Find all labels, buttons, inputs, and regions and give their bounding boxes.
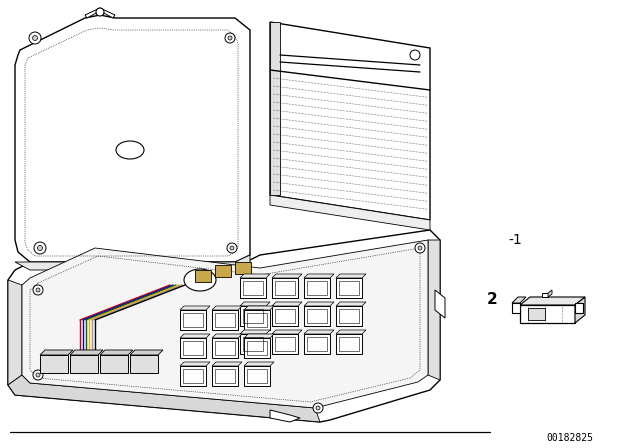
Polygon shape [85, 8, 115, 18]
Polygon shape [180, 310, 206, 330]
Polygon shape [240, 334, 266, 354]
Circle shape [313, 403, 323, 413]
Polygon shape [244, 366, 270, 386]
Polygon shape [575, 297, 585, 323]
Circle shape [418, 246, 422, 250]
Polygon shape [212, 338, 238, 358]
Polygon shape [15, 15, 250, 262]
Circle shape [33, 285, 43, 295]
Polygon shape [304, 334, 330, 354]
Polygon shape [336, 306, 362, 326]
Polygon shape [244, 306, 274, 310]
Polygon shape [8, 280, 22, 385]
Polygon shape [240, 306, 266, 326]
Polygon shape [212, 366, 238, 386]
Polygon shape [336, 330, 366, 334]
Circle shape [96, 8, 104, 16]
Polygon shape [428, 240, 440, 380]
Polygon shape [235, 262, 251, 274]
Polygon shape [336, 302, 366, 306]
Polygon shape [435, 290, 445, 318]
Polygon shape [336, 334, 362, 354]
Polygon shape [180, 338, 206, 358]
Circle shape [36, 373, 40, 377]
Circle shape [410, 50, 420, 60]
Polygon shape [70, 350, 103, 355]
Polygon shape [212, 310, 238, 330]
Circle shape [29, 32, 41, 44]
Polygon shape [130, 355, 158, 373]
Polygon shape [272, 274, 302, 278]
Polygon shape [512, 297, 526, 303]
Circle shape [33, 370, 43, 380]
Polygon shape [548, 290, 552, 297]
Polygon shape [272, 330, 302, 334]
Polygon shape [100, 350, 133, 355]
Polygon shape [195, 270, 211, 282]
Polygon shape [22, 240, 428, 408]
Polygon shape [130, 350, 163, 355]
Polygon shape [244, 334, 274, 338]
Polygon shape [70, 355, 98, 373]
Polygon shape [336, 278, 362, 298]
Polygon shape [240, 274, 270, 278]
Circle shape [316, 406, 320, 410]
Polygon shape [212, 334, 242, 338]
Polygon shape [180, 366, 206, 386]
Ellipse shape [184, 269, 216, 291]
Polygon shape [244, 310, 270, 330]
Polygon shape [240, 302, 270, 306]
Polygon shape [8, 230, 440, 422]
Text: -1: -1 [508, 233, 522, 247]
Polygon shape [180, 306, 210, 310]
Polygon shape [15, 255, 250, 270]
Polygon shape [272, 278, 298, 298]
Polygon shape [528, 308, 545, 320]
Polygon shape [520, 297, 585, 305]
Polygon shape [512, 303, 520, 313]
Polygon shape [304, 330, 334, 334]
Polygon shape [272, 302, 302, 306]
Polygon shape [336, 274, 366, 278]
Polygon shape [244, 338, 270, 358]
Polygon shape [240, 330, 270, 334]
Polygon shape [304, 306, 330, 326]
Ellipse shape [116, 141, 144, 159]
Polygon shape [270, 22, 430, 220]
Polygon shape [180, 362, 210, 366]
Circle shape [34, 242, 46, 254]
Circle shape [36, 288, 40, 292]
Circle shape [227, 243, 237, 253]
Polygon shape [304, 278, 330, 298]
Polygon shape [270, 195, 430, 230]
Polygon shape [40, 350, 73, 355]
Polygon shape [575, 303, 583, 313]
Polygon shape [272, 306, 298, 326]
Text: 2: 2 [486, 293, 497, 307]
Polygon shape [180, 334, 210, 338]
Circle shape [415, 243, 425, 253]
Circle shape [38, 246, 42, 250]
Polygon shape [270, 22, 280, 195]
Polygon shape [8, 375, 320, 422]
Polygon shape [212, 306, 242, 310]
Circle shape [228, 36, 232, 40]
Polygon shape [272, 334, 298, 354]
Text: 00182825: 00182825 [547, 433, 593, 443]
Circle shape [33, 35, 38, 40]
Polygon shape [240, 278, 266, 298]
Polygon shape [212, 362, 242, 366]
Polygon shape [520, 305, 575, 323]
Polygon shape [542, 293, 548, 297]
Polygon shape [304, 274, 334, 278]
Polygon shape [304, 302, 334, 306]
Polygon shape [100, 355, 128, 373]
Circle shape [225, 33, 235, 43]
Polygon shape [40, 355, 68, 373]
Circle shape [230, 246, 234, 250]
Polygon shape [244, 362, 274, 366]
Polygon shape [215, 265, 231, 277]
Polygon shape [270, 410, 300, 422]
